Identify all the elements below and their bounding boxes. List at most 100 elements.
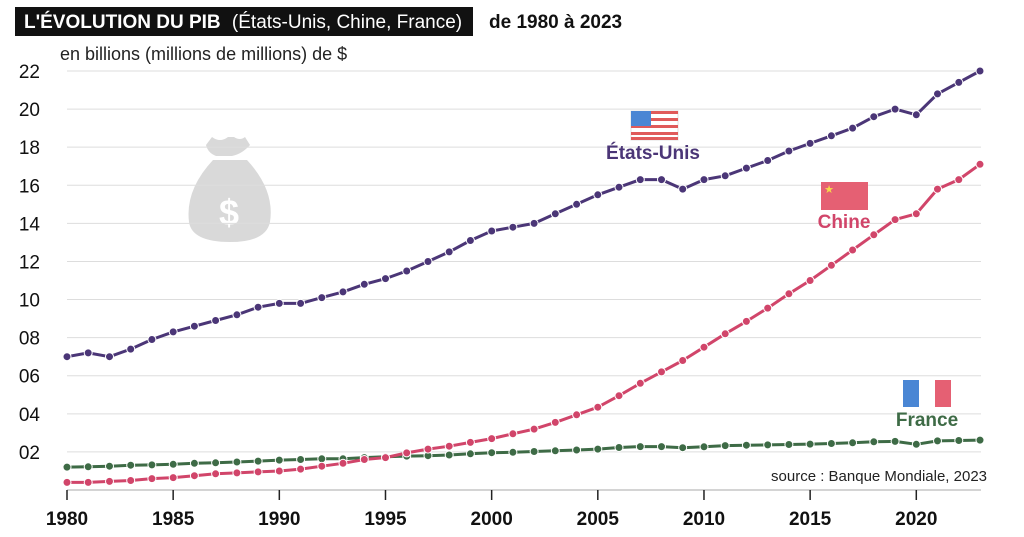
data-point-usa [635,175,645,185]
data-point-usa [890,104,900,114]
data-point-france [826,439,836,448]
y-tick-label: 10 [19,291,40,312]
data-point-france [211,458,221,468]
data-point-china [62,477,72,487]
data-point-china [763,303,773,313]
data-point-france [550,446,560,456]
data-point-china [274,466,284,476]
data-point-usa [933,89,942,99]
title-box [15,7,473,36]
data-point-china [933,184,942,194]
x-tick-label: 2000 [471,509,513,530]
y-tick-label: 04 [19,405,41,426]
data-point-france [62,462,72,472]
data-point-usa [274,298,284,308]
money-bag-dollar-icon: $ [188,137,271,242]
data-point-usa [614,182,624,192]
data-point-france [805,439,815,449]
data-point-france [189,458,199,468]
data-point-usa [338,287,348,297]
data-point-usa [211,316,221,325]
data-point-china [720,329,730,339]
data-point-usa [954,77,964,87]
france-flag-icon [903,380,951,407]
data-point-france [699,442,709,452]
x-tick-label: 2005 [577,509,620,530]
data-point-china [657,367,666,377]
data-point-france [720,441,730,451]
data-point-china [550,417,560,427]
data-point-china [572,410,582,420]
x-tick-label: 1990 [258,509,300,530]
data-point-france [168,459,178,469]
data-point-usa [508,222,518,232]
data-point-usa [359,279,369,289]
data-point-china [678,356,688,365]
data-point-usa [147,335,157,344]
data-point-china [232,468,242,478]
data-point-france [848,438,858,448]
data-point-usa [805,138,815,148]
data-point-usa [317,293,327,303]
data-point-france [678,443,688,453]
data-point-china [253,467,263,477]
y-tick-label: 18 [19,138,40,159]
data-point-china [826,260,836,270]
data-point-france [147,460,157,470]
label-france: France [896,410,958,431]
data-point-usa [699,175,709,185]
data-point-usa [720,171,730,181]
x-tick-label: 2015 [789,509,832,530]
x-tick-label: 2010 [683,509,725,530]
data-point-china [508,429,518,439]
data-point-china [975,159,985,169]
data-point-china [211,469,221,479]
data-point-china [635,378,645,388]
x-axis-ticks: 1980 1985 1990 1995 2000 2005 2010 2015 2020 [46,489,981,530]
y-tick-label: 08 [19,329,40,350]
title-range: de 1980 à 2023 [489,12,622,33]
data-point-china [189,471,199,481]
data-point-france [975,435,985,445]
data-point-france [614,443,624,452]
series-usa [62,66,985,362]
data-point-china [699,342,709,352]
data-point-france [83,462,93,472]
data-point-china [147,474,157,484]
data-point-china [614,391,624,401]
data-point-usa [444,247,454,257]
data-point-france [593,444,603,454]
y-tick-label: 20 [19,100,40,121]
china-flag-icon: ★ [821,182,868,210]
data-point-france [869,437,879,447]
data-point-china [487,434,497,444]
data-point-france [465,449,475,459]
data-point-france [274,455,284,465]
x-tick-label: 1980 [46,509,88,530]
data-point-usa [423,257,433,266]
data-point-usa [826,131,836,141]
data-point-usa [83,348,93,358]
x-tick-label: 1995 [364,509,407,530]
y-tick-label: 16 [19,176,40,197]
data-point-china [317,461,327,471]
data-point-usa [126,344,136,354]
data-point-usa [529,218,539,228]
usa-flag-icon [630,110,679,141]
series-layer [62,66,985,487]
data-point-china [381,453,390,463]
series-china [62,159,985,487]
data-point-france [296,455,306,464]
data-point-china [890,215,900,225]
data-point-china [911,209,921,219]
data-point-france [317,454,327,464]
data-point-france [105,461,114,471]
unit-label: en billions (millions de millions) de $ [60,44,347,64]
svg-text:★: ★ [824,183,834,196]
series-france [62,435,985,472]
data-point-usa [402,266,412,276]
chart-title: L'ÉVOLUTION DU PIB (États-Unis, Chine, F… [24,11,462,33]
data-point-china [784,289,794,299]
data-point-china [805,276,815,285]
data-point-france [911,439,921,449]
